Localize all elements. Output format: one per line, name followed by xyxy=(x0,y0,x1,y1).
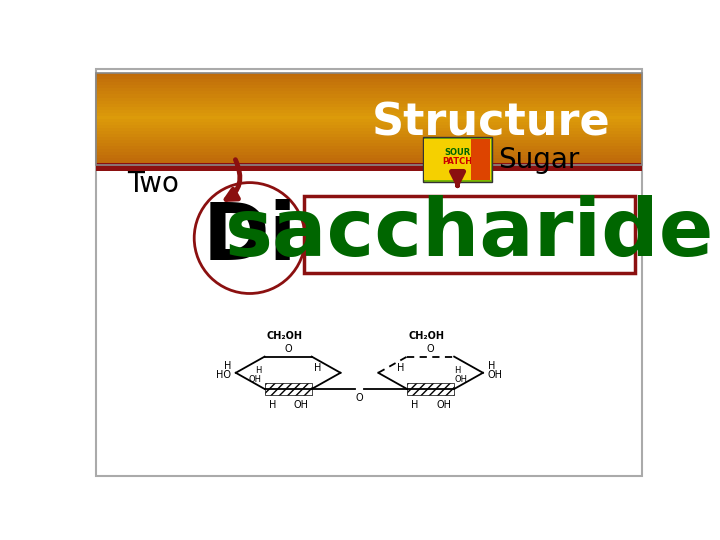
FancyArrowPatch shape xyxy=(451,171,464,186)
Bar xyxy=(96,163,642,171)
Text: H: H xyxy=(224,361,231,371)
Bar xyxy=(96,146,642,150)
Bar xyxy=(96,137,642,140)
Bar xyxy=(423,137,492,182)
Bar xyxy=(96,122,642,125)
Bar xyxy=(96,134,642,137)
Text: O: O xyxy=(427,343,434,354)
Bar xyxy=(96,97,642,100)
Text: O: O xyxy=(356,393,363,403)
Bar xyxy=(96,94,642,98)
Bar xyxy=(472,139,490,180)
Bar xyxy=(96,155,642,159)
Bar xyxy=(96,85,642,89)
Text: PATCH: PATCH xyxy=(443,157,472,166)
Bar xyxy=(96,127,642,131)
Text: H: H xyxy=(256,366,262,375)
Text: O: O xyxy=(284,343,292,354)
Bar xyxy=(96,143,642,146)
Bar xyxy=(96,82,642,85)
Text: H: H xyxy=(315,363,322,373)
Text: H: H xyxy=(411,400,418,410)
Text: Structure: Structure xyxy=(372,102,611,145)
Bar xyxy=(96,161,642,165)
Text: CH₂OH: CH₂OH xyxy=(266,331,302,341)
Bar xyxy=(96,140,642,143)
Bar xyxy=(96,158,642,161)
Text: saccharide: saccharide xyxy=(225,195,714,273)
Text: Di: Di xyxy=(202,199,297,277)
Bar xyxy=(425,139,490,180)
Bar xyxy=(96,109,642,113)
Text: OH: OH xyxy=(454,375,467,384)
Bar xyxy=(96,91,642,94)
Bar xyxy=(96,125,642,128)
Text: OH: OH xyxy=(487,370,503,380)
Bar xyxy=(96,88,642,91)
Bar xyxy=(96,100,642,104)
Text: HO: HO xyxy=(216,370,231,380)
Bar xyxy=(96,79,642,82)
Bar xyxy=(96,118,642,122)
Text: OH: OH xyxy=(249,375,262,384)
Bar xyxy=(96,103,642,107)
Bar xyxy=(96,149,642,152)
Text: Sugar: Sugar xyxy=(498,145,580,173)
Text: CH₂OH: CH₂OH xyxy=(409,331,445,341)
Text: H: H xyxy=(487,361,495,371)
Bar xyxy=(96,76,642,79)
Text: OH: OH xyxy=(294,400,309,410)
Bar xyxy=(264,383,312,395)
Text: H: H xyxy=(269,400,276,410)
Bar xyxy=(407,383,454,395)
Text: H: H xyxy=(454,366,461,375)
Bar xyxy=(96,152,642,156)
Bar xyxy=(96,131,642,134)
FancyArrowPatch shape xyxy=(226,160,240,199)
Bar xyxy=(96,73,642,165)
Text: Two: Two xyxy=(127,170,179,198)
Bar xyxy=(96,112,642,116)
Text: OH: OH xyxy=(436,400,451,410)
Text: SOUR: SOUR xyxy=(444,148,471,157)
Bar xyxy=(304,195,634,273)
Bar xyxy=(96,116,642,119)
Bar xyxy=(96,73,642,76)
Bar xyxy=(96,106,642,110)
Text: H: H xyxy=(397,363,405,373)
Circle shape xyxy=(194,183,305,294)
